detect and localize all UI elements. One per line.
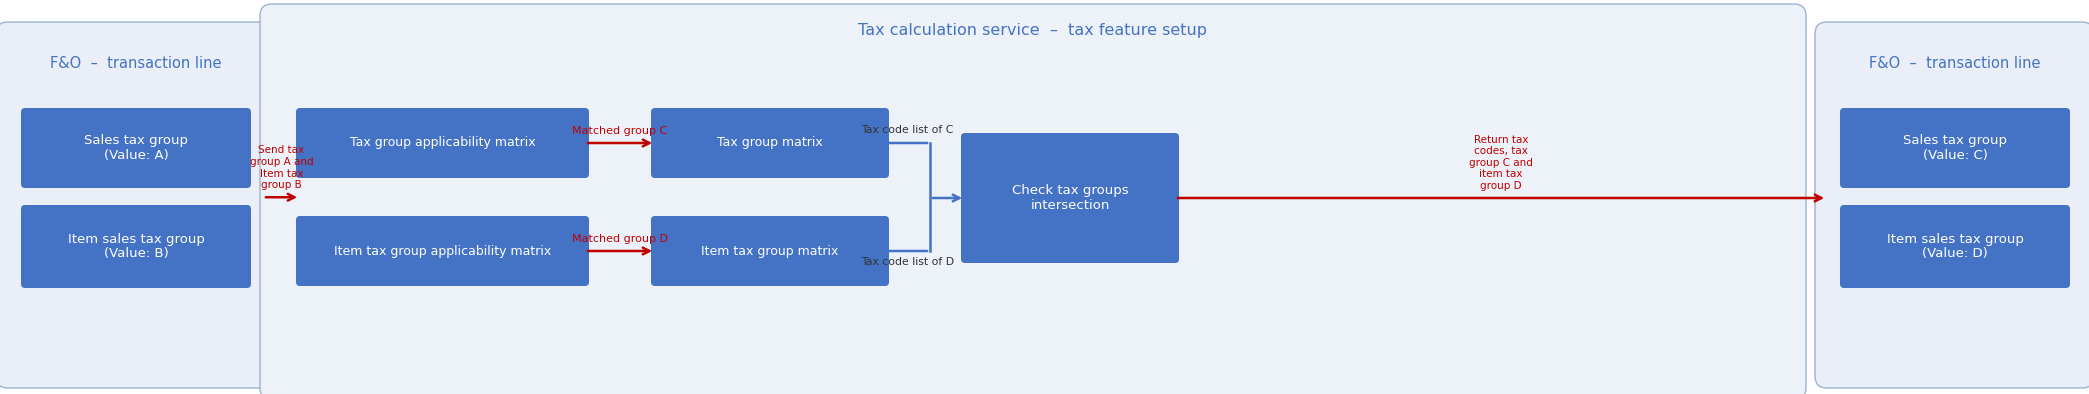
FancyBboxPatch shape	[0, 22, 276, 388]
FancyBboxPatch shape	[259, 4, 1807, 394]
FancyBboxPatch shape	[1840, 205, 2070, 288]
Text: Tax calculation service  –  tax feature setup: Tax calculation service – tax feature se…	[859, 24, 1207, 39]
FancyBboxPatch shape	[1840, 108, 2070, 188]
Text: F&O  –  transaction line: F&O – transaction line	[1870, 56, 2041, 71]
FancyBboxPatch shape	[652, 216, 890, 286]
Text: F&O  –  transaction line: F&O – transaction line	[50, 56, 221, 71]
FancyBboxPatch shape	[1815, 22, 2089, 388]
FancyBboxPatch shape	[21, 205, 251, 288]
Text: Tax group matrix: Tax group matrix	[717, 136, 823, 149]
Text: Tax code list of D: Tax code list of D	[861, 257, 955, 267]
FancyBboxPatch shape	[652, 108, 890, 178]
Text: Item sales tax group
(Value: B): Item sales tax group (Value: B)	[67, 232, 205, 260]
Text: Matched group C: Matched group C	[572, 126, 668, 136]
Text: Item sales tax group
(Value: D): Item sales tax group (Value: D)	[1886, 232, 2024, 260]
Text: Send tax
group A and
Item tax
group B: Send tax group A and Item tax group B	[251, 145, 313, 190]
Text: Item tax group applicability matrix: Item tax group applicability matrix	[334, 245, 551, 258]
Text: Sales tax group
(Value: C): Sales tax group (Value: C)	[1903, 134, 2008, 162]
Text: Tax code list of C: Tax code list of C	[861, 125, 955, 135]
FancyBboxPatch shape	[297, 216, 589, 286]
Text: Item tax group matrix: Item tax group matrix	[702, 245, 838, 258]
FancyBboxPatch shape	[961, 133, 1178, 263]
Text: Return tax
codes, tax
group C and
item tax
group D: Return tax codes, tax group C and item t…	[1469, 135, 1533, 191]
FancyBboxPatch shape	[297, 108, 589, 178]
Text: Matched group D: Matched group D	[572, 234, 668, 244]
Text: Tax group applicability matrix: Tax group applicability matrix	[349, 136, 535, 149]
FancyBboxPatch shape	[21, 108, 251, 188]
Text: Sales tax group
(Value: A): Sales tax group (Value: A)	[84, 134, 188, 162]
Text: Check tax groups
intersection: Check tax groups intersection	[1011, 184, 1128, 212]
